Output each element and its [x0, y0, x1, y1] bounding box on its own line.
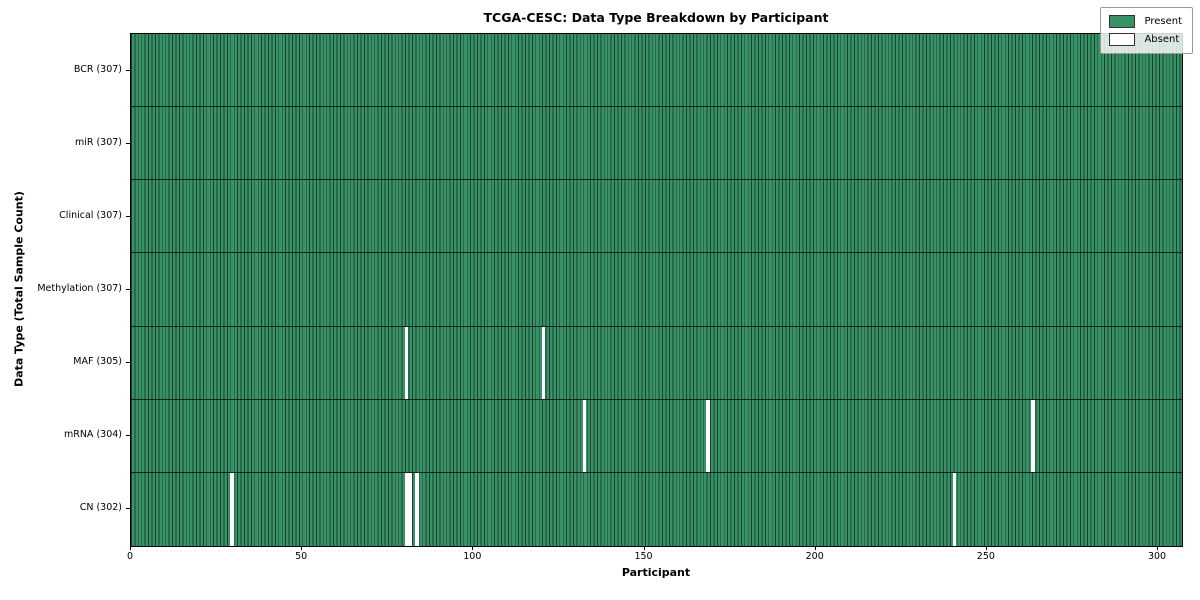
xtick-mark — [985, 546, 987, 550]
chart-title: TCGA-CESC: Data Type Breakdown by Partic… — [483, 10, 829, 25]
heatmap-row-maf — [131, 325, 1182, 400]
legend-label-absent: Absent — [1144, 34, 1180, 45]
ytick-label-mir: miR (307) — [74, 136, 122, 148]
ytick-label-bcr: BCR (307) — [73, 63, 122, 75]
legend-item-absent: Absent — [1109, 33, 1182, 46]
ytick-label-maf: MAF (305) — [73, 356, 122, 368]
heatmap-row-clinical — [131, 179, 1182, 254]
absent-marker — [706, 399, 710, 473]
ytick-label-methylation: Methylation (307) — [37, 283, 122, 294]
xtick-label-150: 150 — [634, 551, 653, 562]
absent-marker — [415, 472, 419, 546]
ytick-mark — [126, 142, 130, 144]
ytick-mark — [126, 362, 130, 364]
ytick-mark — [126, 508, 130, 510]
xtick-label-0: 0 — [126, 551, 134, 562]
absent-marker — [408, 472, 412, 546]
absent-marker — [541, 326, 546, 400]
ytick-label-mrna: mRNA (304) — [63, 429, 122, 441]
xtick-mark — [814, 546, 816, 550]
xtick-label-300: 300 — [1147, 551, 1167, 562]
xtick-mark — [130, 546, 131, 550]
absent-marker — [582, 399, 587, 473]
heatmap-row-methylation — [131, 252, 1182, 327]
present-swatch — [1109, 15, 1136, 28]
absent-marker — [404, 326, 409, 400]
heatmap-row-cn — [131, 471, 1182, 546]
ytick-label-cn: CN (302) — [79, 502, 122, 514]
xtick-mark — [1157, 546, 1159, 550]
xtick-mark — [301, 546, 303, 550]
xtick-label-50: 50 — [295, 551, 308, 562]
plot-area — [130, 33, 1183, 547]
xtick-label-250: 250 — [976, 551, 995, 562]
legend-label-present: Present — [1144, 16, 1182, 27]
xtick-label-200: 200 — [805, 551, 824, 562]
ytick-mark — [126, 215, 130, 217]
absent-marker — [952, 472, 957, 546]
xtick-mark — [643, 546, 645, 550]
xtick-label-100: 100 — [463, 551, 482, 562]
absent-marker — [230, 472, 234, 546]
heatmap-row-mir — [131, 106, 1182, 181]
ytick-mark — [126, 435, 130, 437]
absent-marker — [404, 472, 409, 546]
legend-item-present: Present — [1109, 15, 1182, 28]
absent-marker — [1031, 399, 1035, 473]
legend: Present Absent — [1100, 7, 1193, 54]
xtick-mark — [472, 546, 474, 550]
ytick-mark — [126, 289, 130, 290]
heatmap-row-bcr — [131, 34, 1182, 108]
absent-swatch — [1109, 33, 1136, 46]
x-axis-label: Participant — [621, 566, 691, 579]
heatmap-row-mrna — [131, 398, 1182, 473]
ytick-label-clinical: Clinical (307) — [59, 209, 122, 221]
ytick-mark — [126, 69, 130, 71]
